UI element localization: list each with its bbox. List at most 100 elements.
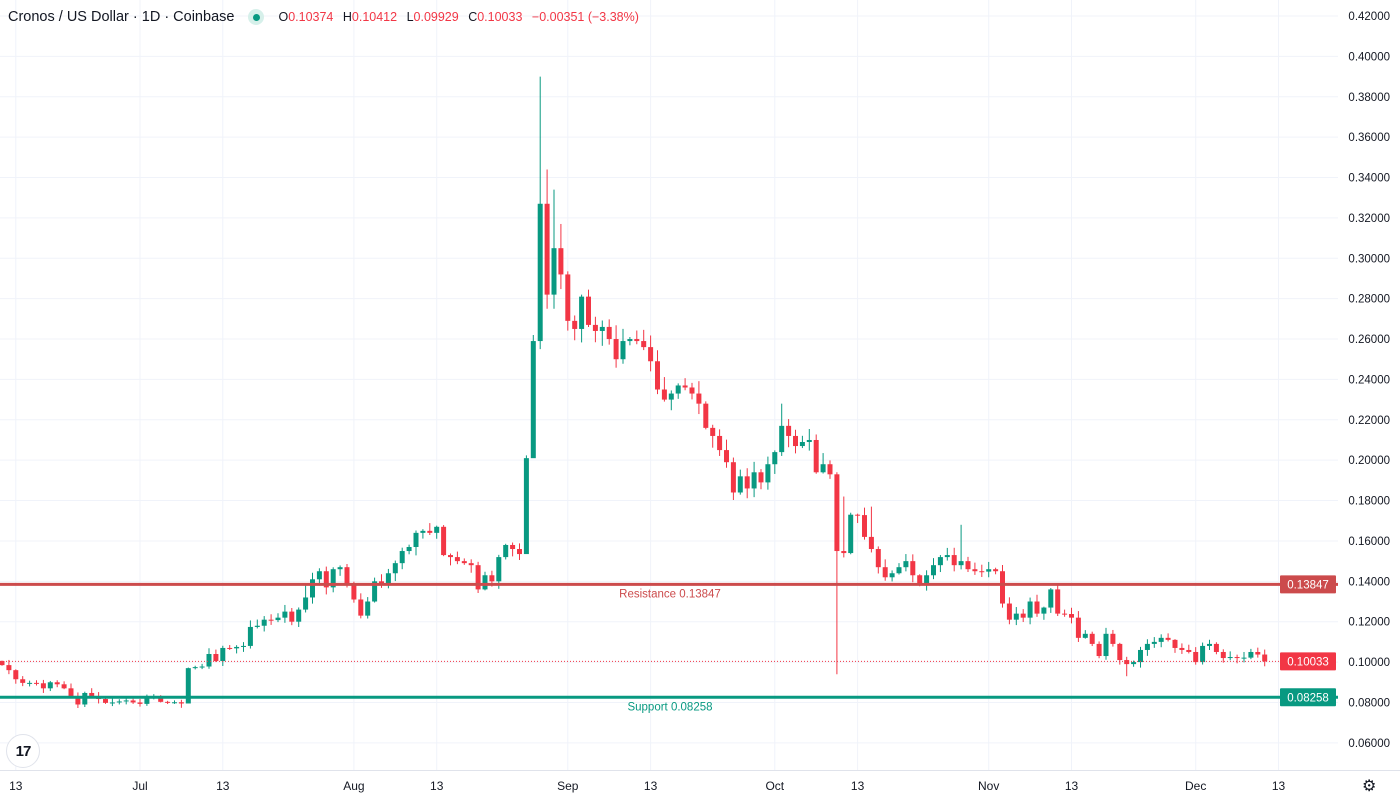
candle <box>979 564 985 577</box>
candle-body <box>813 439 819 473</box>
candle-body <box>924 575 930 584</box>
candle-body <box>1200 645 1206 663</box>
candle-body <box>1082 633 1088 638</box>
candle-body <box>178 702 184 704</box>
candle <box>1041 606 1047 620</box>
candle <box>1193 647 1199 665</box>
symbol-title[interactable]: Cronos / US Dollar · 1D · Coinbase <box>8 9 235 25</box>
candle <box>165 700 171 705</box>
candle <box>34 680 39 686</box>
time-tick-label: Jul <box>132 779 147 793</box>
candle-body <box>537 203 543 342</box>
candle <box>323 566 329 595</box>
candle <box>503 543 509 560</box>
candle <box>813 434 819 474</box>
candle-body <box>275 617 281 621</box>
candle-body <box>47 682 53 689</box>
candle-body <box>123 700 129 702</box>
candle <box>185 667 191 704</box>
tradingview-logo-icon[interactable]: 17 <box>6 734 40 768</box>
candle <box>510 542 516 557</box>
candle <box>1213 642 1219 655</box>
time-tick-label: 13 <box>216 779 230 793</box>
candle <box>392 560 398 582</box>
candle-body <box>958 561 964 566</box>
candle <box>116 699 122 705</box>
candle-body <box>696 393 702 404</box>
candle-body <box>641 341 647 348</box>
candle-body <box>448 555 453 558</box>
candle-body <box>634 339 640 342</box>
candle-body <box>75 696 81 705</box>
candle-body <box>61 684 67 689</box>
candle <box>1013 607 1019 626</box>
candle <box>1262 649 1268 667</box>
candle <box>1234 654 1240 664</box>
gear-icon[interactable]: ⚙ <box>1362 778 1377 795</box>
time-tick-label: 13 <box>1065 779 1079 793</box>
candle <box>199 663 205 670</box>
candle <box>1075 611 1081 642</box>
candle-body <box>489 575 495 582</box>
candle <box>1227 651 1233 661</box>
candle-body <box>1117 643 1123 661</box>
candle-body <box>793 435 798 447</box>
candle-body <box>1262 654 1268 662</box>
candle <box>951 547 957 572</box>
candle-body <box>144 697 150 704</box>
candle-body <box>993 569 999 572</box>
candle <box>61 681 67 690</box>
candle-body <box>510 544 516 550</box>
candle-body <box>241 645 246 647</box>
candle-body <box>648 347 654 362</box>
candle <box>1103 627 1109 660</box>
candle <box>523 455 529 555</box>
market-open-dot-icon <box>248 9 265 25</box>
candle-body <box>420 530 426 533</box>
candle <box>931 558 936 580</box>
candle <box>1006 597 1012 625</box>
candle-body <box>137 702 143 704</box>
candle-body <box>523 458 529 555</box>
candle-body <box>972 569 978 572</box>
candle-body <box>931 565 936 576</box>
candle-body <box>34 682 39 684</box>
price-tick-label: 0.42000 <box>1348 11 1390 23</box>
candle-body <box>965 561 971 570</box>
candle-body <box>868 536 874 550</box>
time-tick-label: 13 <box>851 779 865 793</box>
candle-body <box>917 575 923 584</box>
candle-body <box>54 682 60 685</box>
candle-body <box>1013 613 1019 620</box>
candle <box>178 699 184 708</box>
candle <box>310 572 315 604</box>
candle-body <box>517 549 522 555</box>
candle-body <box>1027 601 1033 618</box>
candle <box>468 559 474 573</box>
candle-body <box>461 561 467 564</box>
candle-body <box>737 476 743 493</box>
price-tick-label: 0.20000 <box>1348 455 1390 467</box>
price-tick-label: 0.24000 <box>1348 374 1390 386</box>
candle <box>537 76 543 350</box>
candle <box>599 320 605 346</box>
candle <box>1034 594 1040 617</box>
candle-body <box>310 579 315 598</box>
candle-body <box>599 326 605 331</box>
candle-body <box>937 557 943 566</box>
candle <box>399 547 405 570</box>
candle <box>241 642 246 652</box>
candle-body <box>1020 613 1026 618</box>
candle <box>696 381 702 415</box>
candle-body <box>1034 601 1040 614</box>
candle <box>868 506 874 553</box>
price-tick-label: 0.12000 <box>1348 617 1390 629</box>
candle <box>1241 651 1247 663</box>
candle <box>586 289 591 328</box>
support-price-tag-bg <box>1280 688 1336 707</box>
candle <box>889 570 895 582</box>
price-tick-label: 0.14000 <box>1348 576 1390 588</box>
candle <box>1186 644 1192 654</box>
candle <box>1055 583 1061 617</box>
